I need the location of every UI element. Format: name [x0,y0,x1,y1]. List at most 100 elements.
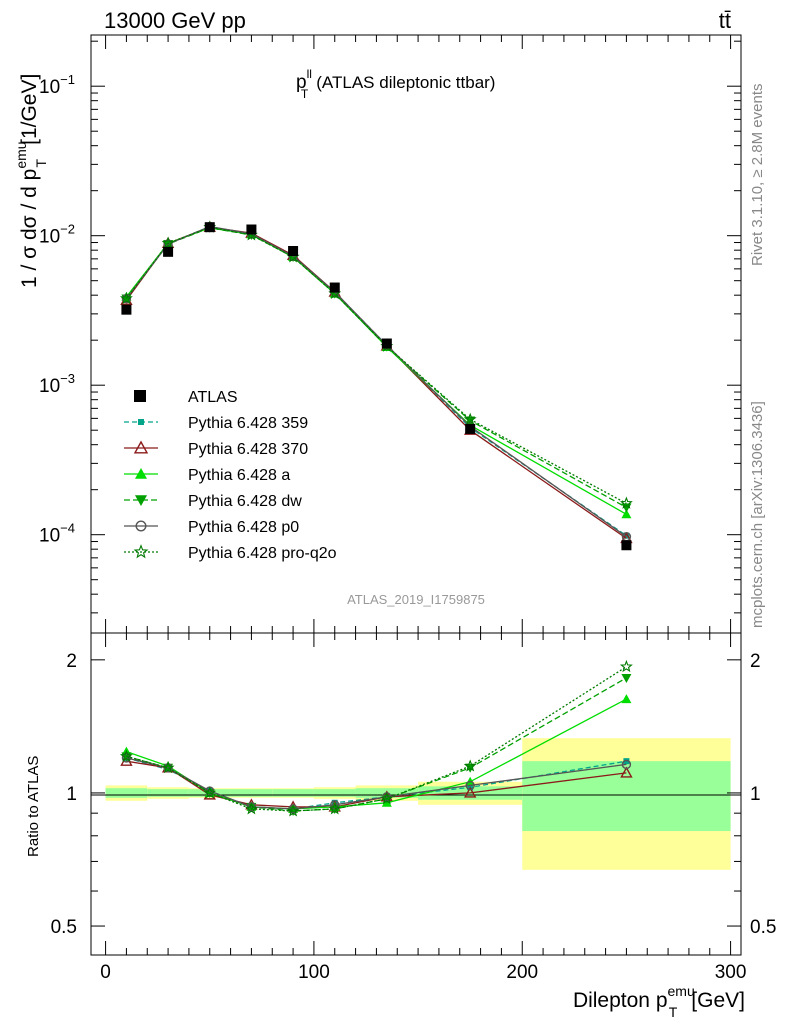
rivet-label: Rivet 3.1.10, ≥ 2.8M events [749,84,766,267]
y-tick-label: 10−2 [39,222,75,248]
mc-point [623,532,630,539]
stat-uncertainty-band [272,789,314,797]
ratio-point [620,766,633,778]
mc-point [619,496,633,509]
ratio-point [328,802,342,815]
legend-entry: Pythia 6.428 p0 [124,519,299,536]
legend: ATLAS Pythia 6.428 359 Pythia 6.428 370 Pyt… [124,389,337,562]
mc-point [463,412,477,425]
legend-label: ATLAS [188,389,238,406]
ratio-point [463,786,477,798]
legend-label: Pythia 6.428 dw [188,493,302,510]
y-tick-label: 10−4 [39,521,75,547]
legend-marker [134,390,146,402]
data-point [163,246,174,257]
legend-entry: ATLAS [134,389,238,406]
ratio-point [621,694,632,704]
x-tick-label: 0 [100,962,111,983]
ratio-point [463,759,477,772]
data-point [329,282,340,293]
ratio-point [203,786,217,799]
legend-marker [138,419,144,425]
legend-entry: Pythia 6.428 pro-q2o [124,544,337,562]
legend-label: Pythia 6.428 p0 [188,519,299,536]
data-point [204,222,215,233]
legend-label: Pythia 6.428 370 [188,441,308,458]
mc-curve [125,227,627,509]
data-point [621,540,632,551]
legend-marker [135,520,147,532]
ratio-point [380,791,394,805]
data-point [288,245,299,256]
data-point [246,224,257,235]
main-title: pll T(ATLAS dileptonic ttbar) [296,67,495,101]
legend-label: Pythia 6.428 359 [188,415,308,432]
stat-uncertainty-band [522,761,731,832]
ratio-point [621,673,632,683]
main-data-points [121,222,632,551]
ratio-y-tick-label: 0.5 [51,917,77,938]
ratio-curve [126,757,627,810]
main-axis-ticks: 10−1 10−2 10−3 10−4 [39,35,741,633]
ratio-point [619,659,633,673]
legend-label: Pythia 6.428 pro-q2o [188,545,337,562]
main-y-axis-label: 1 / σ dσ / d pemu T[1/GeV] [13,74,49,288]
y-tick-label: 10−3 [39,371,75,397]
ratio-point [161,760,175,774]
ratio-curve [126,666,627,812]
ratio-y-axis-label: Ratio to ATLAS [25,756,42,857]
data-point [121,304,132,315]
legend-entry: Pythia 6.428 a [124,467,290,484]
ratio-y-tick-label: 2 [750,651,761,672]
ratio-y-tick-label: 2 [66,651,77,672]
ratio-frame [90,632,742,956]
legend-entry: Pythia 6.428 370 [124,440,308,458]
header-process: tt̄ [719,8,731,33]
legend-marker [133,440,149,454]
mc-point [621,509,632,519]
ratio-point [119,749,133,762]
mc-point [465,416,476,426]
legend-entry: Pythia 6.428 dw [124,493,302,510]
analysis-id: ATLAS_2019_I1759875 [347,592,485,607]
data-point [381,338,392,349]
mc-curve [125,226,627,539]
data-point [465,423,476,434]
stat-uncertainty-band [313,789,356,797]
legend-marker [133,544,149,559]
ratio-y-tick-label: 0.5 [750,917,776,938]
ratio-curves [119,659,633,817]
ratio-y-tick-label: 1 [66,784,77,805]
mc-curve [125,226,627,504]
mcplots-label: mcplots.cern.ch [arXiv:1306.3436] [749,401,766,628]
legend-label: Pythia 6.428 a [188,467,290,484]
x-tick-label: 300 [715,962,747,983]
y-tick-label: 10−1 [39,72,75,98]
mc-curve [125,225,627,537]
ratio-point [244,802,258,815]
legend-entry: Pythia 6.428 359 [124,415,308,432]
mc-curve [125,225,627,538]
main-panel: 10−1 10−2 10−3 10−4 pll T(ATLAS dileptonic t… [13,34,742,634]
legend-marker [135,468,147,479]
x-tick-label: 100 [298,962,330,983]
mc-point [161,236,175,249]
ratio-point [330,800,340,810]
stat-uncertainty-band [147,789,189,797]
x-axis-label: Dilepton pemu T [GeV] [573,983,745,1020]
legend-marker [135,495,147,506]
x-tick-label: 200 [506,962,538,983]
ratio-axis-ticks: 0.5 0.5 1 1 2 2 0 100 200 300 [51,633,776,983]
ratio-point [623,758,630,765]
stat-uncertainty-band [105,788,148,798]
ratio-uncertainty-bands [105,738,731,870]
ratio-point [621,759,632,770]
main-frame [90,34,742,634]
ratio-point [286,804,300,817]
mc-point [119,291,133,305]
ratio-panel: 0.5 0.5 1 1 2 2 0 100 200 300 Ratio to ATLAS Dile… [25,632,776,1020]
ratio-point [465,780,475,791]
stat-uncertainty-band [230,789,273,797]
